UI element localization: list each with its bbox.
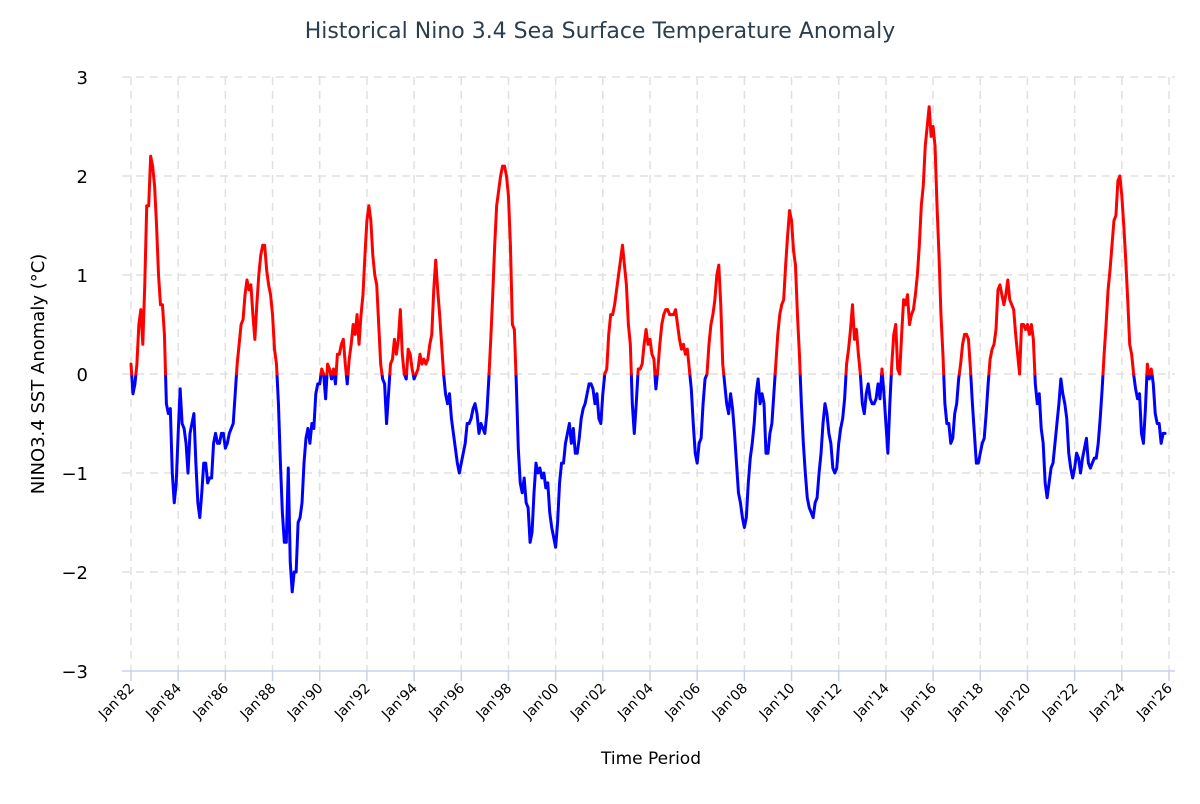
x-tick-label: Jan'02 bbox=[567, 681, 610, 724]
x-tick-label: Jan'84 bbox=[142, 680, 185, 723]
gridlines bbox=[122, 76, 1175, 671]
x-tick-label: Jan'94 bbox=[378, 680, 421, 723]
positive-anomaly-line bbox=[129, 105, 1154, 376]
x-tick-label: Jan'06 bbox=[661, 680, 704, 723]
y-tick-label: 0 bbox=[77, 365, 88, 386]
x-tick-label: Jan'82 bbox=[95, 681, 138, 724]
x-tick-label: Jan'04 bbox=[614, 680, 657, 723]
x-tick-label: Jan'86 bbox=[190, 680, 233, 723]
y-tick-label: −3 bbox=[61, 662, 88, 683]
anomaly-series bbox=[129, 105, 1167, 594]
x-axis-label: Time Period bbox=[600, 749, 701, 769]
y-tick-label: 3 bbox=[77, 68, 88, 89]
y-tick-label: 1 bbox=[77, 266, 88, 287]
x-tick-label: Jan'16 bbox=[897, 680, 940, 723]
x-tick-label: Jan'00 bbox=[520, 681, 563, 724]
x-tick-label: Jan'88 bbox=[237, 681, 280, 724]
y-tick-label: −1 bbox=[61, 464, 88, 485]
y-axis-label: NINO3.4 SST Anomaly (°C) bbox=[28, 254, 49, 495]
x-tick-label: Jan'08 bbox=[709, 681, 752, 724]
x-tick-label: Jan'92 bbox=[331, 681, 374, 724]
chart-title: Historical Nino 3.4 Sea Surface Temperat… bbox=[305, 19, 896, 44]
x-axis: Jan'82 Jan'84 Jan'86 Jan'88 Jan'90 Jan'92 Jan'… bbox=[95, 670, 1176, 724]
x-tick-label: Jan'90 bbox=[284, 681, 327, 724]
x-tick-label: Jan'24 bbox=[1086, 680, 1129, 723]
x-tick-label: Jan'14 bbox=[850, 680, 893, 723]
y-tick-label: 2 bbox=[77, 167, 88, 188]
x-tick-label: Jan'20 bbox=[992, 681, 1035, 724]
negative-anomaly-line bbox=[130, 372, 1167, 594]
x-tick-label: Jan'98 bbox=[473, 681, 516, 724]
x-tick-label: Jan'96 bbox=[425, 680, 468, 723]
x-tick-label: Jan'22 bbox=[1039, 681, 1082, 724]
y-axis-ticks: 3 2 1 0 −1 −2 −3 bbox=[61, 68, 88, 683]
x-tick-label: Jan'18 bbox=[944, 681, 987, 724]
x-tick-label: Jan'10 bbox=[756, 681, 799, 724]
y-tick-label: −2 bbox=[61, 563, 88, 584]
x-tick-label: Jan'12 bbox=[803, 681, 846, 724]
x-tick-label: Jan'26 bbox=[1133, 680, 1176, 723]
